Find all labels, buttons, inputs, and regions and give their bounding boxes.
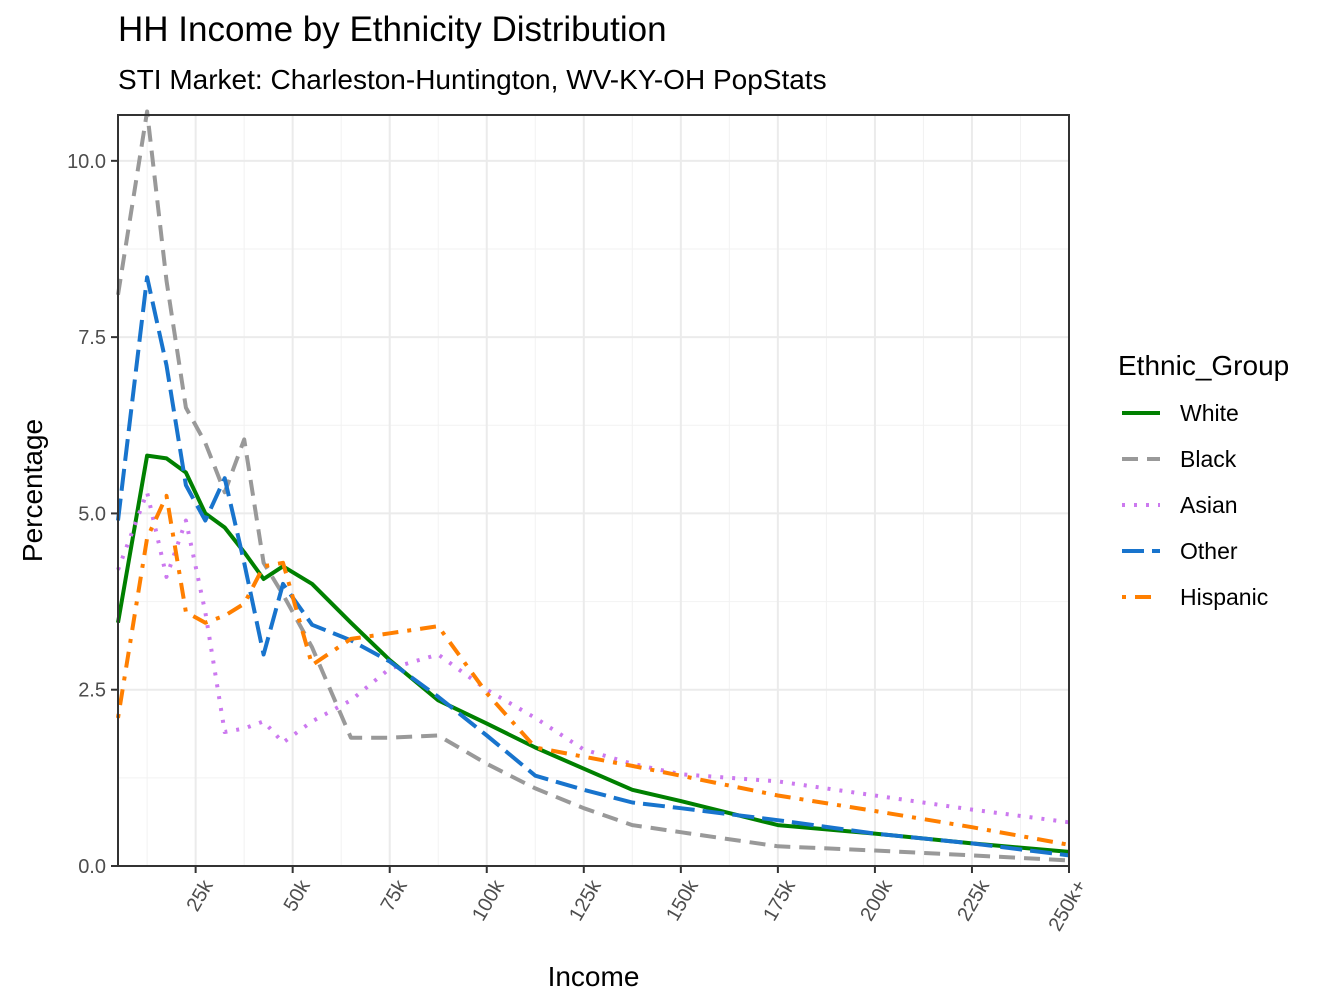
x-tick-label: 175k xyxy=(759,875,800,924)
legend-label-black: Black xyxy=(1180,445,1237,472)
y-tick-label: 2.5 xyxy=(78,680,106,702)
legend-key-asian xyxy=(1122,503,1160,507)
y-tick-label: 5.0 xyxy=(78,503,106,525)
legend-label-white: White xyxy=(1180,399,1239,426)
y-tick-label: 7.5 xyxy=(78,327,106,349)
legend-label-hispanic: Hispanic xyxy=(1180,583,1269,610)
legend-key-other xyxy=(1122,549,1160,553)
legend-item-hispanic: Hispanic xyxy=(1118,574,1289,620)
x-tick-label: 50k xyxy=(280,875,316,915)
x-tick-label: 250k+ xyxy=(1045,876,1092,935)
chart-subtitle: STI Market: Charleston-Huntington, WV-KY… xyxy=(118,64,827,95)
x-tick-label: 200k xyxy=(856,875,897,924)
series-line-hispanic xyxy=(116,493,1070,847)
legend-item-other: Other xyxy=(1118,528,1289,574)
x-tick-label: 25k xyxy=(183,875,219,915)
legend-key-hispanic xyxy=(1122,595,1160,599)
x-tick-label: 75k xyxy=(377,875,413,915)
plot-border xyxy=(117,114,1070,867)
y-tick-label: 10.0 xyxy=(67,151,106,173)
legend: Ethnic_Group White Black Asian Other His… xyxy=(1118,350,1289,620)
x-tick-label: 150k xyxy=(662,875,703,924)
series-line-asian xyxy=(116,490,1070,825)
legend-label-asian: Asian xyxy=(1180,491,1238,518)
x-axis-title: Income xyxy=(548,961,640,992)
y-tick-label: 0.0 xyxy=(78,856,106,878)
x-tick-label: 225k xyxy=(953,875,994,924)
series-line-other xyxy=(116,275,1070,858)
legend-key-white xyxy=(1122,411,1160,415)
y-axis-title: Percentage xyxy=(17,419,48,562)
series-line-black xyxy=(116,109,1070,863)
legend-title: Ethnic_Group xyxy=(1118,350,1290,381)
series-line-white xyxy=(116,453,1070,854)
legend-label-other: Other xyxy=(1180,537,1238,564)
legend-item-white: White xyxy=(1118,390,1289,436)
legend-item-asian: Asian xyxy=(1118,482,1289,528)
chart-title: HH Income by Ethnicity Distribution xyxy=(118,10,667,49)
x-tick-label: 125k xyxy=(565,875,606,924)
legend-key-black xyxy=(1122,457,1160,461)
x-tick-label: 100k xyxy=(468,875,509,924)
legend-item-black: Black xyxy=(1118,436,1289,482)
